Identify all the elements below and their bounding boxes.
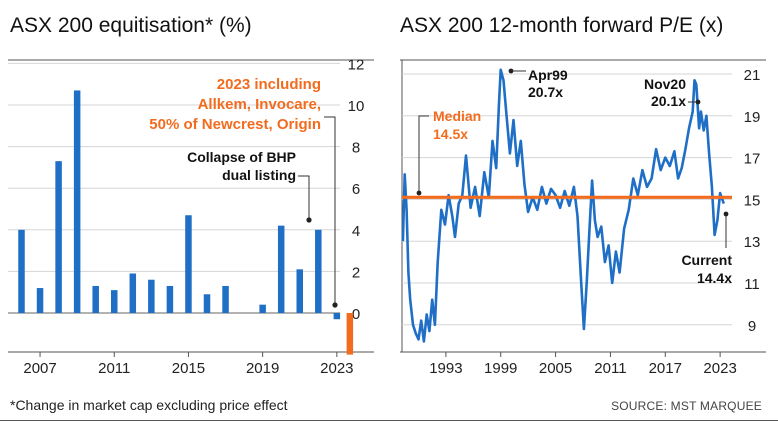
bar-15 [296,269,303,313]
right-y-tick-label-15: 15 [744,192,761,209]
footnote: *Change in market cap excluding price ef… [10,397,288,413]
right-y-tick-label-11: 11 [744,276,760,293]
right-chart-title: ASX 200 12-month forward P/E (x) [400,14,724,37]
left-y-tick-label-8: 8 [352,140,360,157]
annotation-apr99-value: 20.7x [528,84,563,100]
bottom-rule [0,420,778,421]
left-annotation-bhp-dot [306,217,312,223]
annotation-current-label: Current [681,252,732,268]
left-x-tick-label-2023: 2023 [320,360,353,377]
annotation-current-value: 14.4x [697,270,732,286]
left-y-tick-label-0: 0 [352,306,360,323]
right-x-tick-label-2005: 2005 [539,360,572,377]
annotation-current-dot [723,211,729,217]
bar-9 [185,215,192,313]
left-annotation-newcrest-line-2: 50% of Newcrest, Origin [149,116,321,133]
bar-13 [259,304,266,313]
bar-1 [36,288,44,313]
bar-16 [315,229,322,313]
left-x-tick-label-2019: 2019 [246,360,279,377]
annotation-median-dot [416,190,422,196]
annotation-median-leader [418,115,429,191]
annotation-apr99-dot [508,68,514,74]
right-x-tick-label-1993: 1993 [429,360,462,377]
bar-18 [346,313,354,355]
left-chart-title: ASX 200 equitisation* (%) [10,14,252,37]
bar-10 [203,294,211,313]
bar-17 [333,313,341,320]
right-y-tick-label-17: 17 [744,151,761,168]
right-x-tick-label-2017: 2017 [649,360,682,377]
annotation-nov20-value: 20.1x [651,93,686,109]
annotation-apr99-label: Apr99 [528,67,568,83]
left-y-tick-label-12: 12 [348,56,365,73]
left-annotation-newcrest-leader [324,116,336,303]
right-y-tick-label-19: 19 [744,109,761,126]
right-y-tick-label-13: 13 [744,234,761,251]
left-annotation-newcrest-line-1: Allkem, Invocare, [198,96,321,113]
left-annotation-bhp-line-1: dual listing [222,167,296,183]
pe-series-line [401,68,726,343]
bar-6 [129,273,137,313]
annotation-nov20-label: Nov20 [644,76,686,92]
left-x-tick-label-2011: 2011 [98,360,130,377]
annotation-median-value: 14.5x [433,126,468,142]
left-y-tick-label-6: 6 [352,181,360,198]
bar-4 [92,285,99,313]
right-x-tick-label-2023: 2023 [703,360,736,377]
left-y-tick-label-4: 4 [352,223,360,240]
left-x-tick-label-2007: 2007 [23,360,56,377]
annotation-median-label: Median [433,108,481,124]
right-y-tick-label-21: 21 [744,67,761,84]
bar-5 [111,290,118,313]
bar-8 [166,285,174,313]
left-x-tick-label-2015: 2015 [172,360,205,377]
right-x-tick-label-2011: 2011 [594,360,626,377]
annotation-nov20-dot [695,99,701,105]
left-annotation-bhp-leader [298,175,310,218]
left-y-tick-label-10: 10 [348,98,365,115]
left-annotation-newcrest-line-0: 2023 including [217,76,321,93]
source-credit: SOURCE: MST MARQUEE [611,399,762,413]
bar-14 [277,225,285,313]
bar-7 [148,279,155,313]
bar-11 [222,285,229,313]
right-x-tick-label-1999: 1999 [484,360,517,377]
left-y-tick-label-2: 2 [352,264,360,281]
left-annotation-newcrest-dot [332,302,338,308]
bar-2 [55,161,62,313]
right-y-tick-label-9: 9 [748,318,756,335]
bar-0 [18,229,25,313]
bar-3 [73,90,81,313]
left-annotation-bhp-line-0: Collapse of BHP [187,149,296,165]
